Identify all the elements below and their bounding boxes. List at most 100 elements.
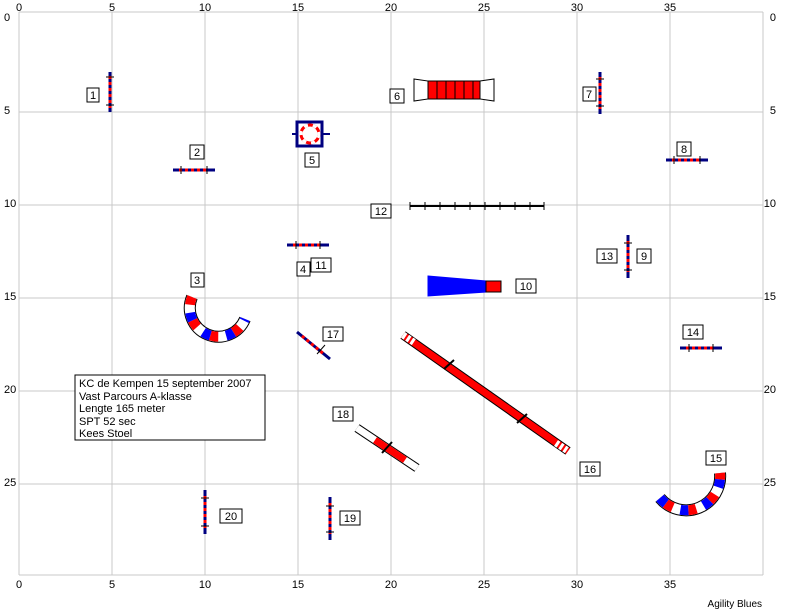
- obstacle-label-20: 20: [219, 508, 243, 524]
- footer-credit: Agility Blues: [708, 599, 762, 610]
- y-tick-label: 5: [4, 105, 10, 117]
- jump-20: [201, 490, 209, 534]
- y-tick-labels-left: 0 5 10 15 20 25: [4, 12, 16, 489]
- y-tick-label: 10: [4, 198, 16, 210]
- y-tick-label: 15: [4, 291, 16, 303]
- obstacle-label-2: 2: [189, 144, 205, 160]
- obstacle-label-18: 18: [332, 406, 354, 422]
- obstacle-number: 1: [90, 90, 96, 102]
- obstacle-label-3: 3: [190, 272, 205, 288]
- obstacle-number: 9: [641, 251, 647, 263]
- jump-17: [296, 330, 331, 361]
- x-tick-label: 0: [16, 2, 22, 14]
- seesaw-18: [354, 424, 420, 472]
- weave-poles-12: [409, 202, 545, 210]
- x-tick-label: 5: [109, 2, 115, 14]
- x-tick-labels-top: 0 5 10 15 20 25 30 35: [16, 2, 676, 14]
- obstacle-label-19: 19: [339, 510, 361, 526]
- jump-8: [666, 156, 708, 164]
- obstacle-number: 7: [586, 89, 592, 101]
- y-tick-label: 15: [764, 291, 776, 303]
- x-tick-label: 30: [571, 2, 583, 14]
- x-tick-label: 20: [385, 2, 397, 14]
- obstacle-number: 13: [601, 251, 613, 263]
- obstacle-label-11: 11: [310, 257, 332, 273]
- info-line: KC de Kempen 15 september 2007: [79, 378, 251, 390]
- obstacle-label-4: 4: [296, 261, 311, 277]
- jump-19: [326, 497, 334, 540]
- x-tick-label: 0: [16, 579, 22, 591]
- obstacle-number: 3: [194, 275, 200, 287]
- obstacle-number: 6: [394, 91, 400, 103]
- obstacle-number: 15: [710, 453, 722, 465]
- chute-10: [427, 275, 502, 297]
- course-info-box: KC de Kempen 15 september 2007 Vast Parc…: [74, 374, 266, 441]
- x-tick-label: 20: [385, 579, 397, 591]
- obstacle-label-5: 5: [304, 152, 320, 168]
- obstacle-number: 20: [225, 511, 237, 523]
- obstacle-number: 17: [327, 329, 339, 341]
- jump-9-13: [624, 235, 632, 278]
- obstacle-label-16: 16: [579, 461, 601, 477]
- x-tick-label: 10: [199, 2, 211, 14]
- obstacle-number: 4: [300, 264, 306, 276]
- x-tick-label: 25: [478, 2, 490, 14]
- obstacle-label-13: 13: [596, 248, 618, 264]
- y-tick-label: 20: [4, 384, 16, 396]
- obstacle-number: 5: [309, 155, 315, 167]
- x-tick-label: 30: [571, 579, 583, 591]
- obstacle-label-10: 10: [515, 278, 537, 294]
- y-tick-label: 5: [770, 105, 776, 117]
- tire-5: [292, 120, 330, 148]
- x-tick-label: 5: [109, 579, 115, 591]
- x-tick-label: 10: [199, 579, 211, 591]
- x-tick-label: 25: [478, 579, 490, 591]
- obstacle-number: 16: [584, 464, 596, 476]
- y-tick-label: 25: [4, 477, 16, 489]
- obstacle-label-15: 15: [705, 450, 727, 466]
- obstacle-label-7: 7: [582, 86, 597, 102]
- chute-6: [413, 78, 495, 102]
- y-tick-label: 20: [764, 384, 776, 396]
- obstacle-label-9: 9: [636, 248, 652, 264]
- jump-4-11: [287, 241, 329, 249]
- obstacle-number: 10: [520, 281, 532, 293]
- obstacle-label-12: 12: [370, 203, 392, 219]
- obstacle-number: 2: [194, 147, 200, 159]
- info-line: Kees Stoel: [79, 428, 132, 440]
- x-tick-label: 15: [292, 2, 304, 14]
- y-tick-label: 0: [4, 12, 10, 24]
- y-tick-labels-right: 0 5 10 15 20 25: [764, 12, 776, 489]
- obstacle-number: 8: [681, 144, 687, 156]
- info-line: Lengte 165 meter: [79, 403, 166, 415]
- dog-walk-16: [400, 331, 571, 455]
- info-line: SPT 52 sec: [79, 416, 136, 428]
- jump-2: [173, 166, 215, 174]
- jump-14: [680, 344, 722, 352]
- obstacle-label-17: 17: [322, 326, 344, 342]
- x-tick-label: 35: [664, 579, 676, 591]
- x-tick-label: 15: [292, 579, 304, 591]
- y-tick-label: 25: [764, 477, 776, 489]
- obstacle-number: 14: [687, 327, 699, 339]
- info-line: Vast Parcours A-klasse: [79, 391, 192, 403]
- obstacle-label-6: 6: [389, 88, 405, 104]
- tunnel-15: [655, 472, 727, 517]
- obstacle-number: 18: [337, 409, 349, 421]
- y-tick-label: 10: [764, 198, 776, 210]
- jump-7: [596, 72, 604, 114]
- x-tick-labels-bottom: 0 5 10 15 20 25 30 35: [16, 579, 676, 591]
- obstacle-label-1: 1: [86, 87, 100, 103]
- obstacle-number: 12: [375, 206, 387, 218]
- obstacle-label-8: 8: [676, 141, 692, 157]
- obstacle-number: 19: [344, 513, 356, 525]
- number-labels: 1 2 3 4 5 6 7 8: [86, 86, 727, 526]
- obstacle-number: 11: [315, 260, 326, 272]
- y-tick-label: 0: [770, 12, 776, 24]
- grid: [18, 11, 764, 576]
- obstacle-label-14: 14: [682, 324, 704, 340]
- tunnel-3: [183, 294, 251, 343]
- x-tick-label: 35: [664, 2, 676, 14]
- jump-1: [106, 72, 114, 112]
